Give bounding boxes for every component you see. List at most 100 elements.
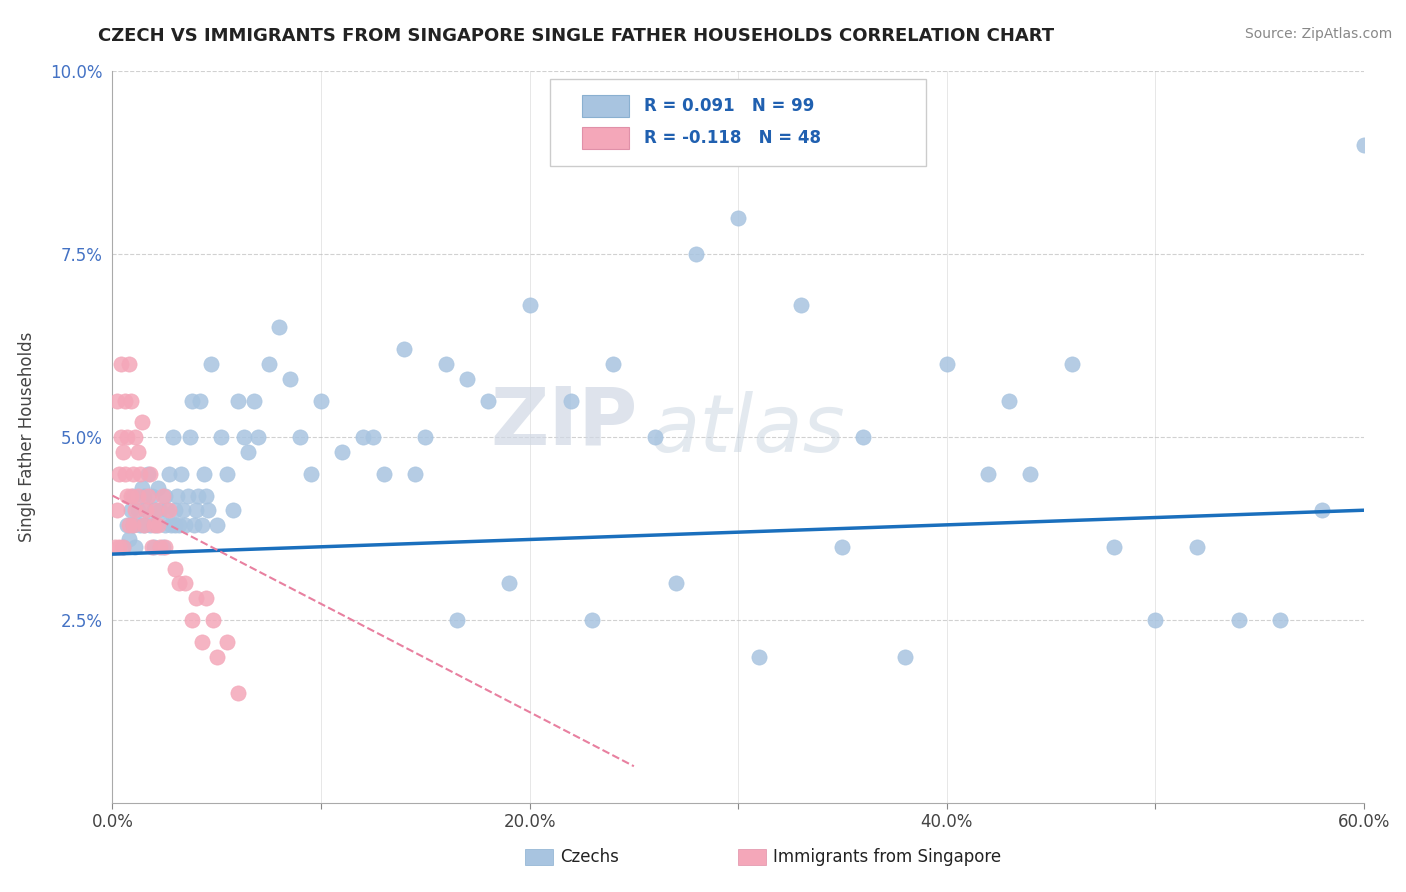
Point	[172, 503, 194, 517]
Point	[162, 430, 184, 444]
Point	[152, 540, 174, 554]
FancyBboxPatch shape	[550, 78, 927, 167]
Point	[105, 503, 128, 517]
Bar	[526, 849, 553, 865]
Point	[143, 540, 166, 554]
Point	[174, 517, 197, 532]
Point	[581, 613, 603, 627]
Point	[1310, 503, 1333, 517]
Point	[149, 503, 172, 517]
Point	[394, 343, 416, 357]
Point	[107, 540, 129, 554]
Point	[115, 517, 138, 532]
Point	[187, 489, 209, 503]
Point	[748, 649, 770, 664]
Point	[226, 393, 249, 408]
Point	[205, 517, 228, 532]
Point	[446, 613, 468, 627]
Point	[184, 591, 207, 605]
Point	[174, 576, 197, 591]
Point	[166, 489, 188, 503]
Point	[122, 467, 145, 481]
Point	[200, 357, 222, 371]
Point	[247, 430, 270, 444]
Point	[163, 517, 186, 532]
Point	[330, 444, 353, 458]
Point	[434, 357, 457, 371]
Point	[145, 503, 167, 517]
Point	[361, 430, 384, 444]
Point	[131, 416, 153, 430]
Point	[120, 393, 142, 408]
Point	[456, 371, 478, 385]
Point	[141, 489, 163, 503]
Point	[1102, 540, 1125, 554]
Text: R = -0.118   N = 48: R = -0.118 N = 48	[644, 129, 821, 147]
Y-axis label: Single Father Households: Single Father Households	[18, 332, 37, 542]
Point	[193, 467, 215, 481]
Point	[183, 517, 205, 532]
Point	[157, 467, 180, 481]
Point	[232, 430, 254, 444]
Point	[152, 489, 174, 503]
Point	[124, 540, 146, 554]
Point	[114, 467, 136, 481]
Point	[135, 503, 157, 517]
Point	[110, 430, 132, 444]
Point	[122, 517, 145, 532]
Point	[852, 430, 875, 444]
Point	[209, 430, 232, 444]
Point	[149, 540, 172, 554]
Point	[122, 517, 145, 532]
Point	[188, 393, 211, 408]
Point	[143, 503, 166, 517]
Point	[278, 371, 301, 385]
Point	[1353, 137, 1375, 152]
Point	[197, 503, 219, 517]
Point	[122, 489, 145, 503]
Point	[128, 517, 150, 532]
Point	[1144, 613, 1167, 627]
Point	[180, 393, 202, 408]
Text: atlas: atlas	[651, 391, 845, 469]
Point	[290, 430, 312, 444]
Point	[790, 298, 813, 312]
Point	[222, 503, 245, 517]
Point	[163, 562, 186, 576]
Point	[191, 517, 214, 532]
Point	[131, 481, 153, 495]
Point	[139, 517, 162, 532]
Bar	[582, 127, 630, 149]
Point	[127, 489, 149, 503]
Point	[153, 540, 176, 554]
Point	[157, 503, 180, 517]
Point	[136, 467, 159, 481]
Point	[257, 357, 280, 371]
Point	[118, 533, 141, 547]
Point	[935, 357, 957, 371]
Point	[167, 576, 190, 591]
Text: R = 0.091   N = 99: R = 0.091 N = 99	[644, 96, 814, 115]
Point	[118, 357, 141, 371]
Point	[124, 430, 146, 444]
Point	[195, 489, 218, 503]
Point	[299, 467, 322, 481]
Point	[110, 357, 132, 371]
Point	[135, 503, 157, 517]
Point	[141, 540, 163, 554]
Point	[111, 540, 134, 554]
Point	[217, 467, 239, 481]
Point	[156, 503, 179, 517]
Point	[167, 517, 190, 532]
Point	[1270, 613, 1292, 627]
Point	[685, 247, 707, 261]
Point	[831, 540, 853, 554]
Point	[184, 503, 207, 517]
Point	[145, 517, 167, 532]
Bar	[582, 95, 630, 117]
Point	[236, 444, 259, 458]
Text: CZECH VS IMMIGRANTS FROM SINGAPORE SINGLE FATHER HOUSEHOLDS CORRELATION CHART: CZECH VS IMMIGRANTS FROM SINGAPORE SINGL…	[98, 27, 1054, 45]
Point	[477, 393, 499, 408]
Point	[560, 393, 582, 408]
Point	[127, 444, 149, 458]
